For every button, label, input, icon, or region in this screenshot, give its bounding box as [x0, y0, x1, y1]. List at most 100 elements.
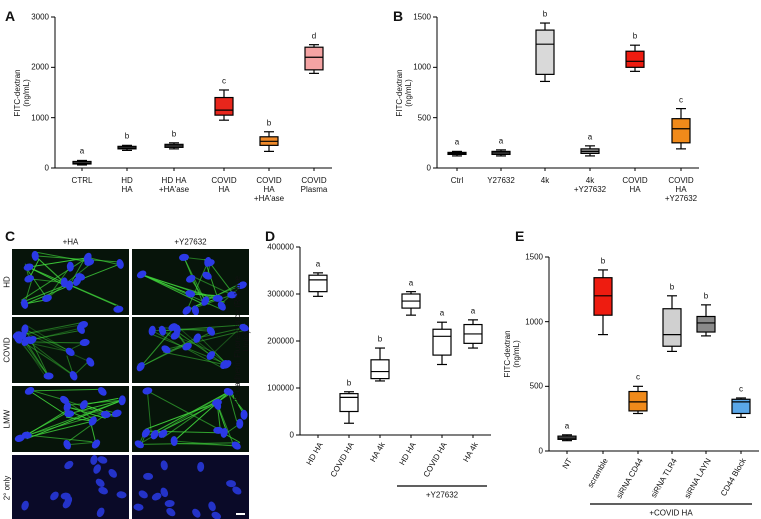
nucleus	[166, 508, 176, 517]
junction	[47, 266, 71, 297]
y-tick-label: 1000	[413, 62, 431, 72]
nucleus	[64, 410, 75, 418]
nucleus	[79, 338, 90, 347]
nucleus	[208, 501, 216, 512]
nucleus	[164, 500, 175, 508]
nucleus	[108, 468, 117, 478]
junction	[205, 284, 243, 301]
junction	[26, 411, 109, 436]
nucleus	[179, 253, 189, 261]
junction	[140, 326, 175, 367]
nucleus	[136, 362, 145, 372]
significance-letter: a	[454, 137, 460, 147]
box	[214, 96, 234, 116]
x-tick-label: COVID HA	[211, 176, 237, 195]
junction	[194, 327, 245, 340]
nucleus	[63, 439, 71, 450]
micrograph	[132, 386, 249, 452]
micrograph-content	[12, 249, 129, 315]
x-tick-label: COVID Plasma	[300, 176, 328, 195]
x-tick-label: CTRL	[71, 176, 93, 185]
junction	[66, 416, 93, 422]
panel-letter: D	[265, 228, 276, 244]
micrograph	[12, 249, 129, 315]
significance-letter: c	[679, 95, 683, 104]
nucleus	[222, 360, 232, 369]
row-label: HD	[2, 276, 12, 288]
significance-letter: a	[79, 146, 85, 156]
nucleus	[206, 326, 216, 336]
junction	[25, 340, 86, 344]
significance-letter: b	[171, 129, 177, 139]
nucleus	[182, 306, 192, 315]
junction	[29, 329, 84, 341]
nucleus	[240, 409, 248, 420]
junction	[140, 327, 175, 367]
box	[308, 274, 328, 293]
nucleus	[138, 490, 148, 499]
box	[671, 118, 691, 144]
nucleus	[231, 441, 241, 450]
box	[339, 393, 359, 413]
significance-letter: c	[636, 372, 640, 382]
junction	[26, 399, 123, 440]
nucleus	[21, 336, 30, 346]
nucleus	[150, 429, 159, 440]
nucleus	[97, 456, 108, 464]
y-tick-label: 200000	[267, 336, 294, 346]
junction	[26, 409, 69, 436]
row-label: 2° only	[2, 475, 12, 501]
junction	[158, 326, 211, 332]
nucleus	[192, 508, 201, 518]
nucleus	[211, 511, 221, 519]
junction	[29, 338, 50, 377]
junction	[69, 400, 121, 415]
group-label: +Y27632	[425, 490, 459, 500]
nucleus	[43, 372, 54, 380]
junction	[147, 390, 222, 431]
nucleus	[20, 299, 29, 309]
box	[535, 29, 555, 75]
junction	[29, 388, 105, 392]
panel-letter: A	[5, 8, 16, 24]
nucleus	[60, 492, 71, 500]
nucleus	[24, 275, 34, 283]
y-tick-label: 3000	[31, 12, 49, 22]
nucleus	[212, 294, 223, 302]
nucleus	[91, 439, 101, 449]
micrograph-content	[132, 317, 249, 383]
significance-letter: a	[408, 278, 414, 288]
x-tick-label: COVID HA +Y27632	[664, 176, 698, 204]
y-tick-label: 0	[426, 163, 431, 173]
x-tick-label: COVID HA	[622, 176, 648, 195]
junction	[216, 402, 235, 447]
nucleus	[220, 427, 228, 438]
nucleus	[204, 259, 215, 267]
nucleus	[23, 263, 34, 271]
y-tick-label: 0	[44, 163, 49, 173]
significance-letter: d	[311, 31, 317, 41]
nucleus	[141, 428, 151, 438]
nucleus	[151, 492, 162, 501]
significance-letter: b	[542, 9, 548, 19]
micrograph-bg	[132, 455, 249, 519]
panel-letter: B	[393, 8, 404, 24]
junction	[35, 251, 90, 263]
y-tick-label: 400000	[267, 242, 294, 252]
micrograph	[132, 317, 249, 383]
nucleus	[60, 277, 68, 288]
significance-letter: a	[470, 306, 476, 316]
junction	[31, 390, 65, 401]
nucleus	[185, 290, 196, 298]
nucleus	[116, 259, 124, 269]
micrograph-content	[132, 249, 249, 315]
junction	[26, 325, 71, 353]
micrograph-content	[12, 317, 129, 383]
junction	[25, 266, 48, 299]
junction	[24, 278, 33, 305]
nucleus	[191, 305, 200, 315]
junction	[30, 342, 71, 353]
y-axis-label: FITC-dextran (ng/mL)	[12, 68, 31, 117]
y-tick-label: 300000	[267, 289, 294, 299]
nucleus	[66, 261, 74, 272]
